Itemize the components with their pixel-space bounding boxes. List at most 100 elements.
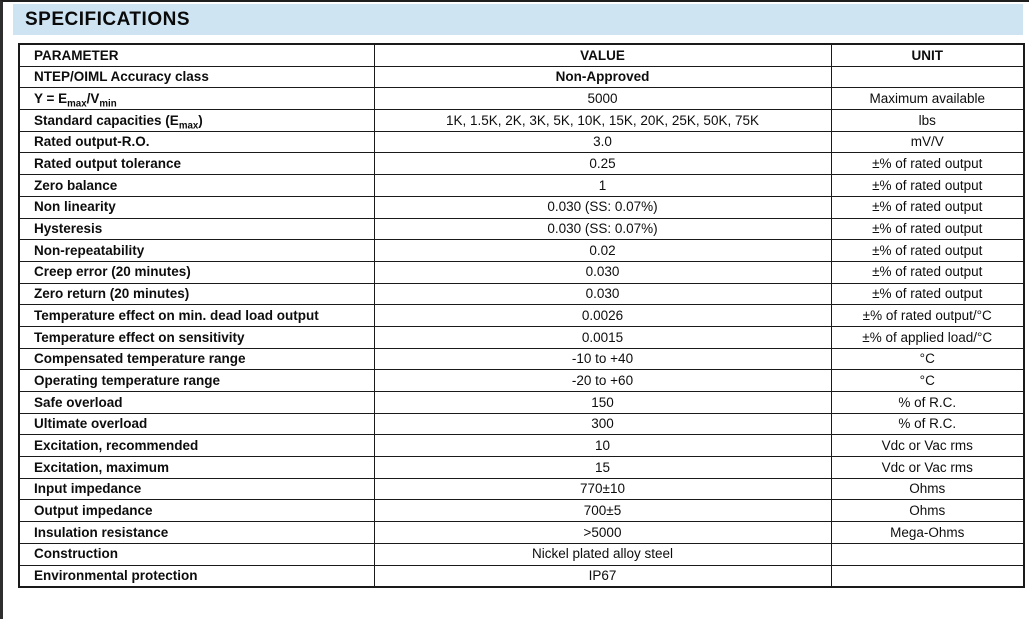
table-row: Safe overload 150% of R.C.	[18, 391, 1025, 414]
unit-cell: ±% of rated output	[830, 152, 1025, 176]
table-row: Temperature effect on min. dead load out…	[18, 304, 1025, 327]
unit-cell: Mega-Ohms	[830, 521, 1025, 544]
parameter-cell: Zero return (20 minutes)	[18, 282, 375, 306]
unit-cell	[830, 564, 1025, 588]
unit-cell: ±% of rated output	[830, 195, 1025, 219]
value-cell: 5000	[373, 87, 832, 111]
value-cell: 0.0015	[373, 325, 832, 349]
value-cell: 1K, 1.5K, 2K, 3K, 5K, 10K, 15K, 20K, 25K…	[373, 109, 832, 132]
value-cell: 0.030	[373, 282, 832, 306]
value-cell: 0.25	[373, 152, 832, 176]
specifications-table: PARAMETER VALUE UNIT NTEP/OIML Accuracy …	[18, 43, 1025, 589]
table-row: Output impedance 700±5 Ohms	[18, 499, 1025, 523]
page-title: SPECIFICATIONS	[25, 8, 190, 30]
table-row: Non linearity 0.030 (SS: 0.07%) ±% of rate…	[18, 195, 1025, 219]
unit-cell: % of R.C.	[830, 412, 1025, 436]
column-header-parameter: PARAMETER	[18, 43, 375, 67]
unit-cell	[830, 65, 1025, 89]
unit-cell: lbs	[830, 109, 1025, 132]
parameter-cell: Non-repeatability	[18, 239, 375, 262]
parameter-cell: Input impedance	[18, 477, 375, 501]
parameter-cell: Y = Emax/Vmin	[18, 87, 375, 111]
table-row: Y = Emax/Vmin 5000 Maximum available	[18, 87, 1025, 111]
value-cell: >5000	[373, 521, 832, 544]
unit-cell: ±% of rated output	[830, 174, 1025, 197]
unit-cell: % of R.C.	[830, 391, 1025, 414]
table-row: Non-repeatability 0.02 ±% of rated output	[18, 239, 1025, 262]
unit-cell: Ohms	[830, 477, 1025, 501]
value-cell: 1	[373, 174, 832, 197]
value-cell: -20 to +60	[373, 369, 832, 392]
table-row: Standard capacities (Emax) 1K, 1.5K, 2K, …	[18, 109, 1025, 132]
parameter-cell: Standard capacities (Emax)	[18, 109, 375, 132]
parameter-cell: Safe overload	[18, 391, 375, 414]
value-cell: 700±5	[373, 499, 832, 523]
parameter-cell: Zero balance	[18, 174, 375, 197]
table-row: Temperature effect on sensitivity 0.0015 ±…	[18, 325, 1025, 349]
unit-cell: ±% of rated output/°C	[830, 304, 1025, 327]
value-cell: 770±10	[373, 477, 832, 501]
value-cell: Non-Approved	[373, 65, 832, 89]
table-row: Compensated temperature range -10 to +40 °…	[18, 347, 1025, 371]
table-row: Insulation resistance >5000 Mega-Ohms	[18, 521, 1025, 544]
table-row: Rated output tolerance 0.25 ±% of rated ou…	[18, 152, 1025, 176]
unit-cell: Maximum available	[830, 87, 1025, 111]
table-row: Zero balance 1 ±% of rated output	[18, 174, 1025, 197]
unit-cell	[830, 542, 1025, 566]
value-cell: 0.030	[373, 260, 832, 284]
value-cell: 0.030 (SS: 0.07%)	[373, 195, 832, 219]
table-row: Zero return (20 minutes) 0.030 ±% of rated…	[18, 282, 1025, 306]
table-row: Excitation, recommended 10 Vdc or Vac rms	[18, 434, 1025, 458]
table-row: Operating temperature range -20 to +60 °C	[18, 369, 1025, 392]
column-header-value: VALUE	[373, 43, 832, 67]
parameter-cell: Excitation, recommended	[18, 434, 375, 458]
unit-cell: °C	[830, 347, 1025, 371]
table-row: Creep error (20 minutes) 0.030 ±% of rated…	[18, 260, 1025, 284]
unit-cell: Vdc or Vac rms	[830, 434, 1025, 458]
table-row: Excitation, maximum 15 Vdc or Vac rms	[18, 456, 1025, 479]
table-row: Input impedance 770±10 Ohms	[18, 477, 1025, 501]
table-row: Environmental protection IP67	[18, 564, 1025, 588]
value-cell: 0.02	[373, 239, 832, 262]
parameter-cell: Creep error (20 minutes)	[18, 260, 375, 284]
parameter-cell: Output impedance	[18, 499, 375, 523]
value-cell: 150	[373, 391, 832, 414]
value-cell: Nickel plated alloy steel	[373, 542, 832, 566]
unit-cell: ±% of rated output	[830, 282, 1025, 306]
parameter-cell: Operating temperature range	[18, 369, 375, 392]
value-cell: 0.030 (SS: 0.07%)	[373, 217, 832, 241]
table-row: Hysteresis 0.030 (SS: 0.07%) ±% of rated o…	[18, 217, 1025, 241]
parameter-cell: Rated output tolerance	[18, 152, 375, 176]
parameter-cell: NTEP/OIML Accuracy class	[18, 65, 375, 89]
specifications-title-bar: SPECIFICATIONS	[13, 4, 1023, 35]
table-row: Ultimate overload 300% of R.C.	[18, 412, 1025, 436]
parameter-cell: Compensated temperature range	[18, 347, 375, 371]
parameter-cell: Temperature effect on min. dead load out…	[18, 304, 375, 327]
parameter-cell: Hysteresis	[18, 217, 375, 241]
value-cell: -10 to +40	[373, 347, 832, 371]
parameter-cell: Excitation, maximum	[18, 456, 375, 479]
unit-cell: Ohms	[830, 499, 1025, 523]
unit-cell: ±% of applied load/°C	[830, 325, 1025, 349]
parameter-cell: Ultimate overload	[18, 412, 375, 436]
value-cell: 300	[373, 412, 832, 436]
parameter-cell: Environmental protection	[18, 564, 375, 588]
unit-cell: ±% of rated output	[830, 239, 1025, 262]
value-cell: 15	[373, 456, 832, 479]
unit-cell: ±% of rated output	[830, 260, 1025, 284]
unit-cell: °C	[830, 369, 1025, 392]
value-cell: IP67	[373, 564, 832, 588]
column-header-unit: UNIT	[830, 43, 1025, 67]
table-header-row: PARAMETER VALUE UNIT	[18, 43, 1025, 67]
parameter-cell: Insulation resistance	[18, 521, 375, 544]
parameter-cell: Non linearity	[18, 195, 375, 219]
unit-cell: ±% of rated output	[830, 217, 1025, 241]
unit-cell: mV/V	[830, 130, 1025, 154]
value-cell: 0.0026	[373, 304, 832, 327]
unit-cell: Vdc or Vac rms	[830, 456, 1025, 479]
parameter-cell: Construction	[18, 542, 375, 566]
spec-table-body: NTEP/OIML Accuracy class Non-Approved Y = …	[18, 65, 1025, 588]
value-cell: 10	[373, 434, 832, 458]
table-row: NTEP/OIML Accuracy class Non-Approved	[18, 65, 1025, 89]
